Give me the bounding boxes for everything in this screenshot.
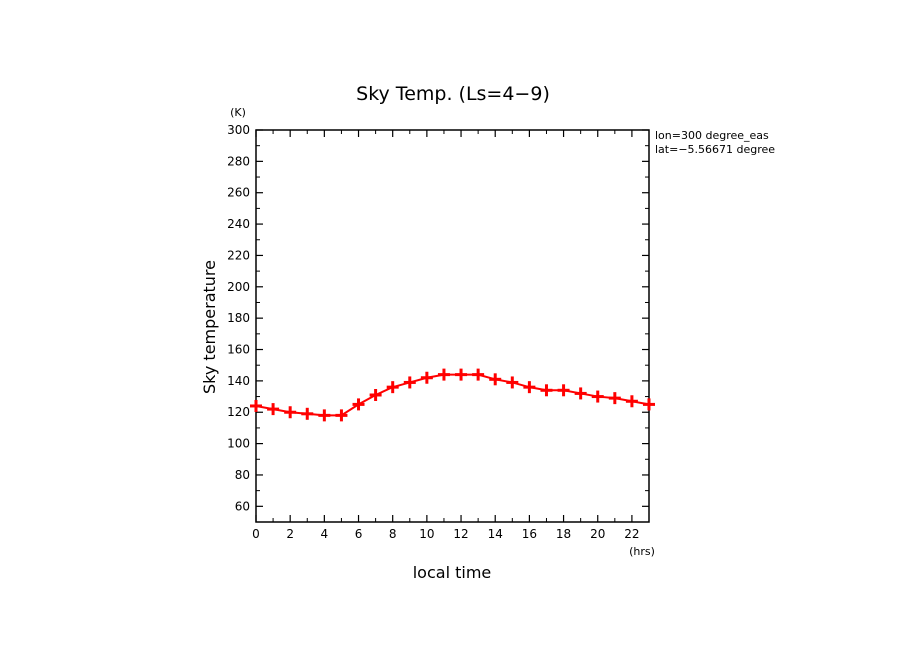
data-point [335,409,348,422]
data-point [574,387,587,400]
x-tick-label: 14 [488,527,503,541]
y-tick-label: 200 [227,280,250,294]
x-tick-label: 0 [252,527,260,541]
chart-title: Sky Temp. (Ls=4−9) [356,83,550,105]
y-tick-label: 300 [227,123,250,137]
data-point [250,399,262,412]
data-point [557,384,570,397]
y-tick-label: 240 [227,217,250,231]
data-point [318,409,331,422]
data-series [250,368,655,422]
data-point [472,368,485,381]
x-tick-label: 4 [321,527,329,541]
data-point [455,368,468,381]
data-point [625,395,638,408]
data-point [591,390,604,403]
data-point [437,368,450,381]
x-tick-label: 8 [389,527,397,541]
y-tick-label: 160 [227,343,250,357]
y-tick-label: 120 [227,405,250,419]
x-unit-label: (hrs) [629,545,655,558]
y-tick-label: 260 [227,186,250,200]
x-tick-label: 10 [419,527,434,541]
x-tick-label: 6 [355,527,363,541]
y-tick-label: 180 [227,311,250,325]
data-point [301,407,314,420]
y-tick-label: 140 [227,374,250,388]
x-tick-label: 12 [453,527,468,541]
x-tick-label: 18 [556,527,571,541]
data-point [643,398,655,411]
data-point [386,381,399,394]
x-tick-label: 2 [286,527,294,541]
series-line [255,373,650,417]
x-tick-label: 20 [590,527,605,541]
y-tick-label: 100 [227,437,250,451]
y-unit-label: (K) [230,106,246,119]
x-tick-label: 22 [624,527,639,541]
data-point [352,398,365,411]
x-tick-label: 16 [522,527,537,541]
data-point [267,403,280,416]
y-tick-label: 80 [235,468,250,482]
data-point [369,388,382,401]
data-point [608,392,621,405]
data-point [403,376,416,389]
data-point [420,371,433,384]
lon-annotation: lon=300 degree_eas [655,129,769,142]
data-point [540,384,553,397]
y-tick-label: 280 [227,154,250,168]
y-tick-label: 220 [227,248,250,262]
data-point [284,406,297,419]
x-axis-label: local time [413,563,492,582]
lat-annotation: lat=−5.56671 degree [655,143,775,156]
plot-frame [255,129,650,523]
y-axis-label: Sky temperature [200,260,219,394]
data-point [489,373,502,386]
y-tick-label: 60 [235,499,250,513]
data-point [523,381,536,394]
axis-ticks: 60 80 100 120 140 160 180 200 220 240 260 280 300 0 2 4… [227,123,649,541]
data-point [506,376,519,389]
